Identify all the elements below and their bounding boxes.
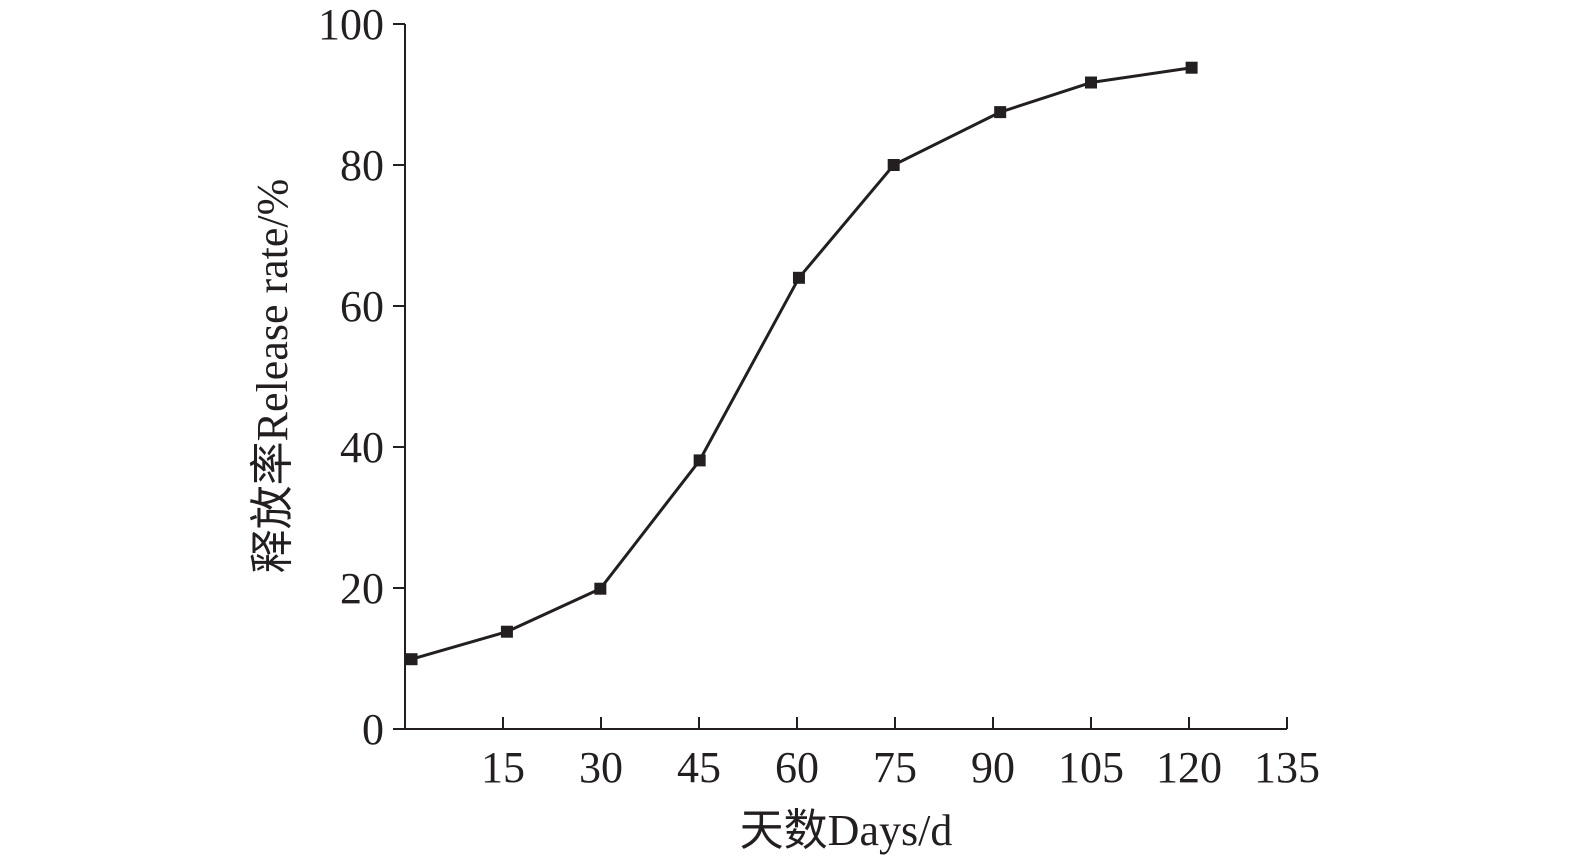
data-point bbox=[1185, 61, 1198, 74]
y-tick-label: 80 bbox=[340, 141, 384, 190]
x-axis-title: 天数Days/d bbox=[740, 806, 953, 855]
x-tick-label: 90 bbox=[971, 743, 1015, 792]
y-axis-title: 释放率Release rate/% bbox=[248, 179, 297, 574]
data-point bbox=[994, 106, 1007, 119]
data-point bbox=[500, 625, 513, 638]
series-line bbox=[411, 66, 1192, 661]
data-point bbox=[405, 653, 418, 666]
x-tick-label: 30 bbox=[579, 743, 623, 792]
data-point bbox=[887, 159, 900, 171]
x-tick-label: 60 bbox=[775, 743, 819, 792]
x-tick-label: 15 bbox=[481, 743, 525, 792]
y-tick-label: 0 bbox=[362, 705, 384, 754]
y-tick-label: 40 bbox=[340, 423, 384, 472]
y-tick-label: 60 bbox=[340, 282, 384, 331]
y-tick-label: 20 bbox=[340, 564, 384, 613]
data-point bbox=[693, 454, 706, 467]
series bbox=[405, 61, 1198, 666]
axes bbox=[393, 23, 1288, 730]
data-point bbox=[1085, 76, 1097, 89]
y-tick-label: 100 bbox=[318, 0, 384, 49]
data-point bbox=[594, 582, 607, 595]
data-point bbox=[792, 271, 805, 284]
x-tick-label: 135 bbox=[1254, 743, 1320, 792]
x-tick-label: 120 bbox=[1156, 743, 1222, 792]
x-tick-label: 105 bbox=[1058, 743, 1124, 792]
tick-labels: 0 20 40 60 80 100 15 30 45 60 75 90 105 120 135 bbox=[318, 0, 1320, 792]
x-tick-label: 45 bbox=[677, 743, 721, 792]
x-tick-label: 75 bbox=[873, 743, 917, 792]
